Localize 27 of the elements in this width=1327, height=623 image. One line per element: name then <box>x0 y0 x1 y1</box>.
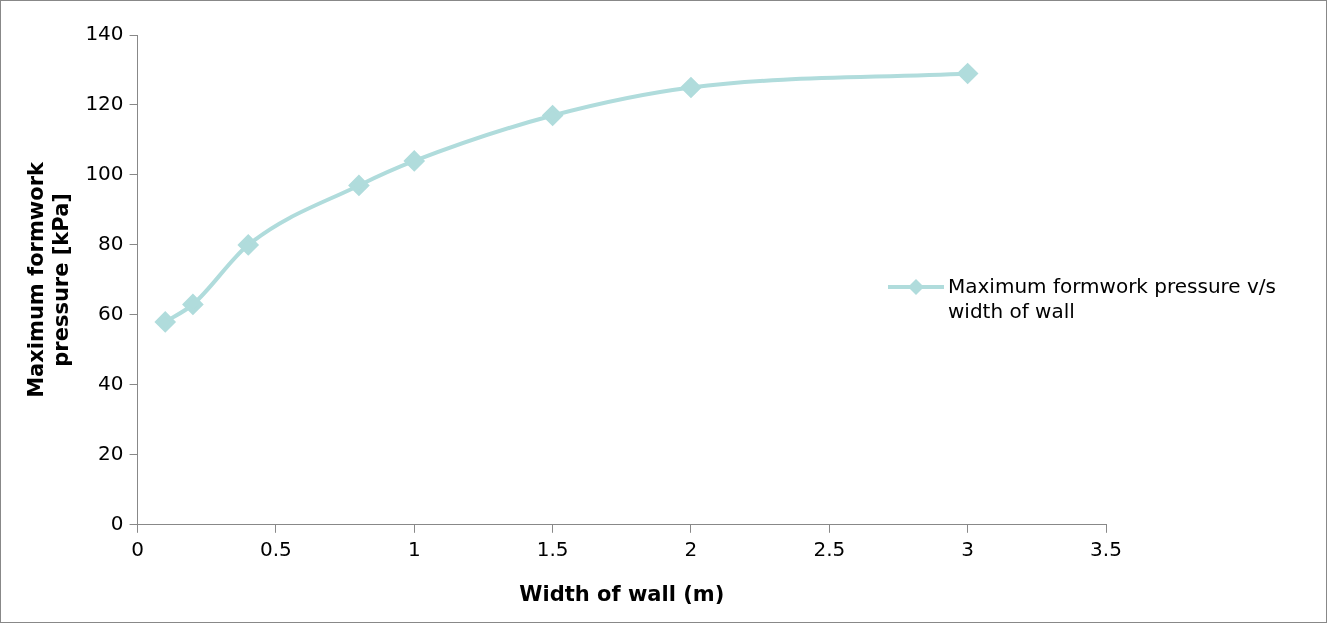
x-tick-label: 3.5 <box>1090 537 1122 561</box>
legend-label: Maximum formwork pressure v/s width of wall <box>948 274 1278 325</box>
x-tick-label: 1 <box>407 537 421 561</box>
point <box>238 234 259 255</box>
y-tick-label: 20 <box>98 441 124 466</box>
y-tick-label: 40 <box>98 371 124 396</box>
x-tick-label: 2.5 <box>813 537 846 561</box>
point <box>542 105 563 126</box>
point <box>155 311 176 332</box>
point <box>680 77 701 98</box>
x-tick-label: 0 <box>131 537 144 561</box>
y-tick-label: 120 <box>85 91 124 116</box>
y-tick-label: 60 <box>98 301 124 326</box>
y-axis-title: Maximum formwork pressure [kPa] <box>24 160 74 398</box>
x-tick-label: 1.5 <box>536 537 569 561</box>
y-tick-label: 140 <box>85 21 124 46</box>
x-tick-label: 2 <box>684 537 698 561</box>
y-tick-label: 100 <box>85 161 124 186</box>
x-tick-label: 3 <box>961 537 975 561</box>
point <box>348 175 369 196</box>
y-tick-label: 0 <box>110 511 124 535</box>
point <box>957 63 978 84</box>
x-axis-title: Width of wall (m) <box>519 581 725 606</box>
point <box>404 150 425 171</box>
y-tick-label: 80 <box>98 231 124 256</box>
x-tick-label: 0.5 <box>260 537 292 561</box>
point <box>182 294 203 315</box>
